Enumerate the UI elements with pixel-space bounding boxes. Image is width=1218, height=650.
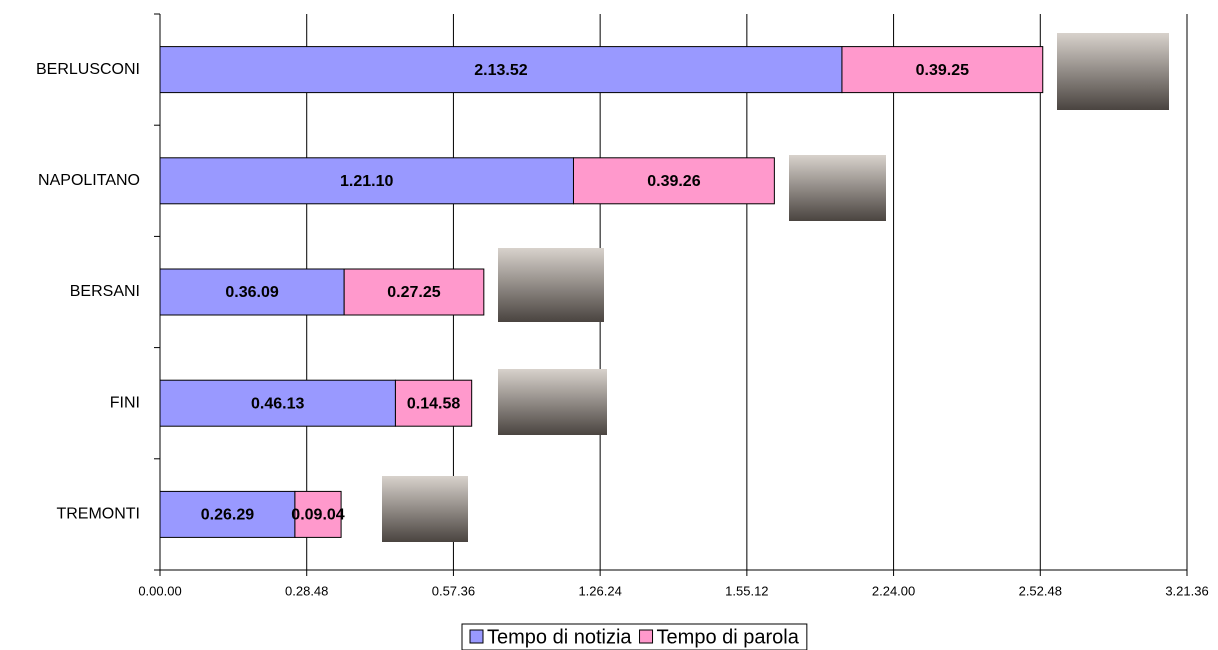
photos <box>382 33 1169 542</box>
bar-segment <box>159 379 396 427</box>
bar-segment <box>343 268 485 316</box>
bar-segment <box>159 157 574 205</box>
y-tick-label: BERSANI <box>70 283 140 300</box>
bar-segment <box>294 490 342 538</box>
x-tick-label: 1.55.12 <box>725 583 768 598</box>
value-label: 0.36.09 <box>225 284 278 301</box>
value-label: 0.46.13 <box>251 395 304 412</box>
bar-segment <box>394 379 473 427</box>
value-label: 0.26.29 <box>201 507 254 524</box>
value-label: 0.14.58 <box>407 395 460 412</box>
bar-segment <box>841 46 1044 94</box>
bar-segment <box>159 490 296 538</box>
legend-swatch <box>639 629 654 644</box>
x-tick-label: 0.00.00 <box>138 583 181 598</box>
value-label: 0.39.25 <box>916 62 969 79</box>
x-tick-label: 1.26.24 <box>578 583 621 598</box>
y-tick-label: BERLUSCONI <box>36 61 140 78</box>
legend-label: Tempo di parola <box>657 626 800 648</box>
photo <box>789 155 886 221</box>
value-label: 0.27.25 <box>387 284 440 301</box>
x-tick-label: 0.28.48 <box>285 583 328 598</box>
y-tick-label: TREMONTI <box>56 506 140 523</box>
value-label: 0.09.04 <box>291 507 344 524</box>
legend-box <box>461 623 808 650</box>
photo <box>498 369 607 435</box>
x-tick-label: 0.57.36 <box>432 583 475 598</box>
photo <box>1057 33 1169 110</box>
y-tick-label: FINI <box>110 394 140 411</box>
bar-segment <box>159 46 843 94</box>
value-label: 2.13.52 <box>474 62 527 79</box>
x-tick-label: 3.21.36 <box>1165 583 1208 598</box>
legend-swatch <box>469 629 484 644</box>
legend: Tempo di notizia Tempo di parola <box>461 623 808 650</box>
legend-label: Tempo di notizia <box>487 626 632 648</box>
bar-segment <box>159 268 345 316</box>
bar-segment <box>572 157 775 205</box>
photo <box>382 476 468 542</box>
x-tick-label: 2.52.48 <box>1019 583 1062 598</box>
x-tick-label: 2.24.00 <box>872 583 915 598</box>
value-label: 0.39.26 <box>647 173 700 190</box>
photo <box>498 248 604 322</box>
y-tick-label: NAPOLITANO <box>38 172 140 189</box>
value-label: 1.21.10 <box>340 173 393 190</box>
